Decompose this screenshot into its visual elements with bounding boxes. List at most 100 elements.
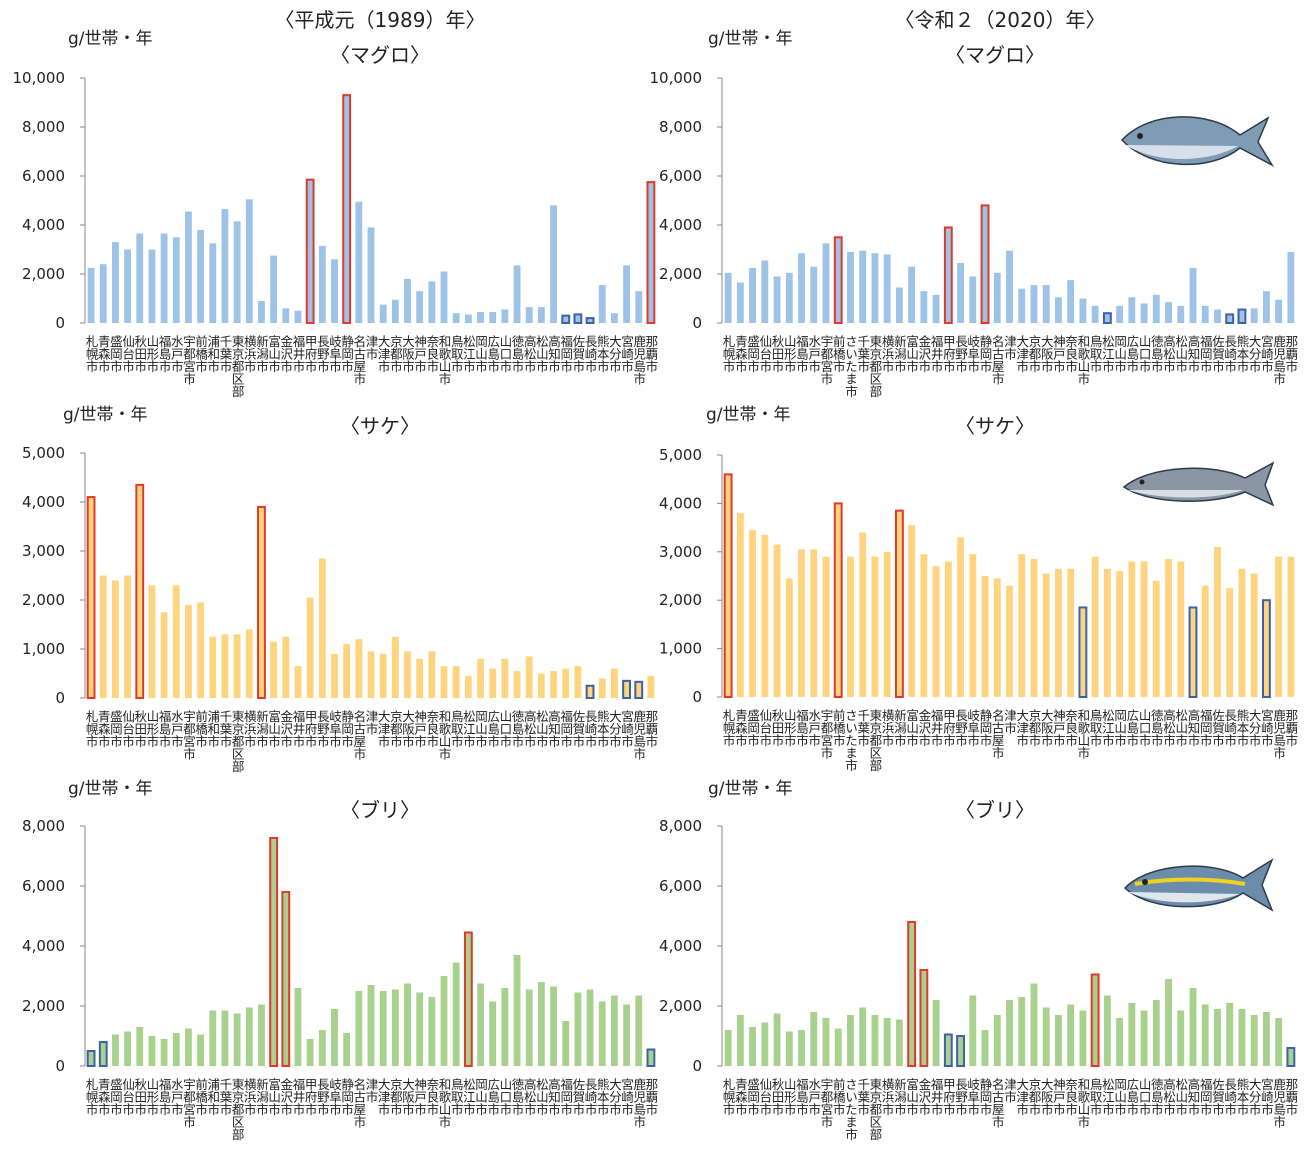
bar	[599, 285, 606, 323]
bar	[1153, 295, 1160, 323]
bar	[538, 674, 545, 699]
bar	[355, 991, 362, 1066]
bar	[611, 669, 618, 698]
bar	[550, 205, 557, 323]
bar	[136, 485, 143, 698]
bar	[197, 602, 204, 698]
bar	[761, 261, 768, 323]
bar	[1190, 607, 1197, 697]
y-tick-label: 0	[692, 314, 702, 332]
bar	[648, 182, 655, 323]
bar	[209, 637, 216, 698]
bar	[222, 634, 229, 698]
bar	[1079, 1011, 1086, 1067]
bar	[1006, 251, 1013, 323]
bar	[550, 671, 557, 698]
bar	[416, 993, 423, 1067]
bar	[149, 585, 156, 698]
bar	[994, 578, 1001, 697]
bar	[1104, 313, 1111, 323]
bar	[392, 300, 399, 323]
bar	[295, 311, 302, 323]
bar	[749, 530, 756, 697]
y-tick-label: 4,000	[659, 216, 702, 234]
x-tick-label: 那覇市	[1283, 1078, 1298, 1116]
bar	[908, 267, 915, 323]
bar	[982, 205, 989, 323]
chart-title: 〈サケ〉	[955, 414, 1035, 438]
y-tick-label: 8,000	[22, 118, 65, 136]
bar	[416, 291, 423, 323]
bar	[1055, 1015, 1062, 1066]
bar	[1128, 561, 1135, 697]
chart-title: 〈マグロ〉	[330, 43, 430, 67]
bar	[1067, 1005, 1074, 1067]
x-tick-label: 那覇市	[643, 710, 658, 748]
bar	[761, 535, 768, 697]
bar	[587, 686, 594, 698]
bar	[623, 1005, 630, 1067]
bar	[368, 985, 375, 1066]
bar	[380, 305, 387, 323]
yellowtail-illustration	[1125, 860, 1272, 910]
bar	[477, 984, 484, 1067]
bar	[562, 1021, 569, 1066]
bar	[635, 682, 642, 698]
y-tick-label: 6,000	[22, 167, 65, 185]
bar	[872, 1015, 879, 1066]
bar	[1202, 1005, 1209, 1067]
bar	[1104, 569, 1111, 697]
bar	[587, 318, 594, 323]
bar	[1043, 574, 1050, 697]
bar	[136, 1027, 143, 1066]
y-tick-label: 6,000	[22, 877, 65, 895]
bar	[404, 279, 411, 323]
y-tick-label: 2,000	[659, 591, 702, 609]
bar	[526, 307, 533, 323]
y-tick-label: 4,000	[22, 937, 65, 955]
bar	[258, 507, 265, 698]
bar	[982, 576, 989, 697]
bar	[587, 990, 594, 1067]
period-title: 〈令和２（2020）年〉	[895, 8, 1106, 32]
bar	[1018, 289, 1025, 323]
y-tick-label: 10,000	[650, 69, 703, 87]
bar	[380, 654, 387, 698]
bar	[307, 180, 314, 323]
bar	[810, 267, 817, 323]
bar	[574, 666, 581, 698]
bar	[331, 1009, 338, 1066]
bar	[957, 537, 964, 697]
bar	[994, 273, 1001, 323]
bar	[307, 1039, 314, 1066]
bar	[1018, 554, 1025, 697]
bar	[1043, 285, 1050, 323]
bar	[574, 993, 581, 1067]
y-tick-label: 8,000	[659, 817, 702, 835]
bar	[786, 578, 793, 697]
bar	[920, 970, 927, 1066]
bar	[872, 557, 879, 697]
bar	[355, 639, 362, 698]
bar	[319, 246, 326, 323]
bar	[428, 281, 435, 323]
bar	[1006, 1000, 1013, 1066]
bar	[550, 987, 557, 1067]
bar	[835, 1029, 842, 1067]
bar	[1043, 1008, 1050, 1067]
bar	[1104, 996, 1111, 1067]
bar	[453, 666, 460, 698]
bar	[331, 654, 338, 698]
bar	[112, 1035, 119, 1067]
bar	[477, 312, 484, 323]
bar	[737, 513, 744, 697]
bar	[1190, 268, 1197, 323]
y-tick-label: 3,000	[22, 542, 65, 560]
bar	[1165, 302, 1172, 323]
chart-title: 〈ブリ〉	[955, 798, 1035, 822]
y-tick-label: 6,000	[659, 877, 702, 895]
y-tick-label: 0	[692, 688, 702, 706]
bar	[453, 963, 460, 1067]
bar	[884, 1018, 891, 1066]
bar	[635, 996, 642, 1067]
